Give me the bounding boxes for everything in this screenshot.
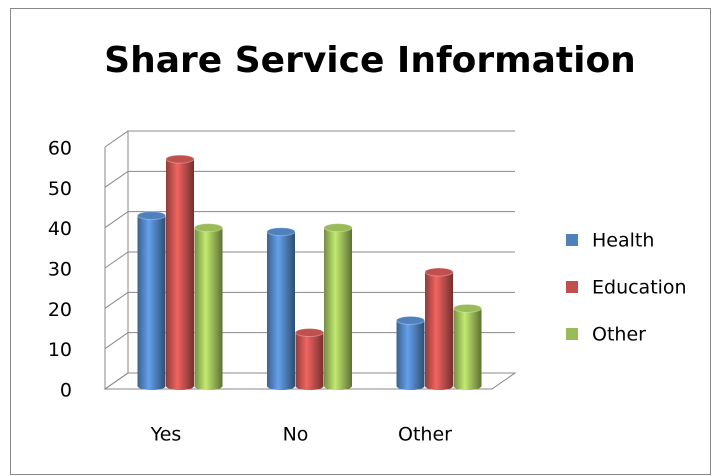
y-tick-label: 60	[48, 138, 72, 160]
legend-swatch	[566, 328, 578, 340]
grid-line	[104, 372, 515, 390]
bar-cap	[453, 303, 482, 313]
legend-label: Health	[592, 230, 654, 252]
bar	[425, 272, 453, 386]
y-tick-label: 50	[48, 178, 72, 200]
x-tick-label: No	[283, 424, 309, 446]
bar	[396, 320, 425, 386]
bar-base	[425, 382, 453, 390]
x-tick-label: Other	[398, 424, 452, 446]
grid-line	[104, 170, 515, 188]
bar-cap	[165, 154, 195, 164]
bar	[324, 227, 352, 386]
bar	[453, 308, 482, 386]
bar-cap	[194, 223, 223, 233]
bar-base	[166, 382, 194, 390]
grid-line	[104, 291, 515, 309]
bar	[137, 215, 166, 386]
bar-base	[453, 382, 482, 390]
bar-base	[194, 382, 223, 390]
bar	[166, 159, 194, 386]
bar	[267, 231, 295, 386]
bar-cap	[295, 328, 324, 338]
grid-line	[104, 211, 515, 229]
bar-base	[137, 382, 166, 390]
bar-cap	[424, 267, 454, 277]
legend-label: Education	[592, 277, 687, 299]
x-tick-label: Yes	[150, 424, 182, 446]
chart-title: Share Service Information	[104, 40, 636, 81]
bar-base	[396, 382, 425, 390]
bar-base	[295, 382, 324, 390]
legend-label: Other	[592, 324, 646, 346]
grid-line	[104, 251, 515, 269]
grid-line	[104, 332, 515, 350]
y-tick-label: 20	[48, 299, 72, 321]
bar-cap	[323, 223, 353, 233]
grid-line	[104, 130, 515, 148]
chart-border	[10, 8, 711, 475]
y-tick-label: 30	[48, 259, 72, 281]
bar	[194, 227, 223, 386]
bar	[295, 332, 324, 386]
bar-cap	[396, 315, 425, 325]
bar-base	[267, 382, 295, 390]
bar-cap	[137, 211, 166, 221]
bar-cap	[266, 227, 296, 237]
y-tick-label: 40	[48, 218, 72, 240]
legend-swatch	[566, 234, 578, 246]
y-tick-label: 10	[48, 339, 72, 361]
y-tick-label: 0	[60, 380, 72, 402]
legend-swatch	[566, 281, 578, 293]
bar-base	[324, 382, 352, 390]
